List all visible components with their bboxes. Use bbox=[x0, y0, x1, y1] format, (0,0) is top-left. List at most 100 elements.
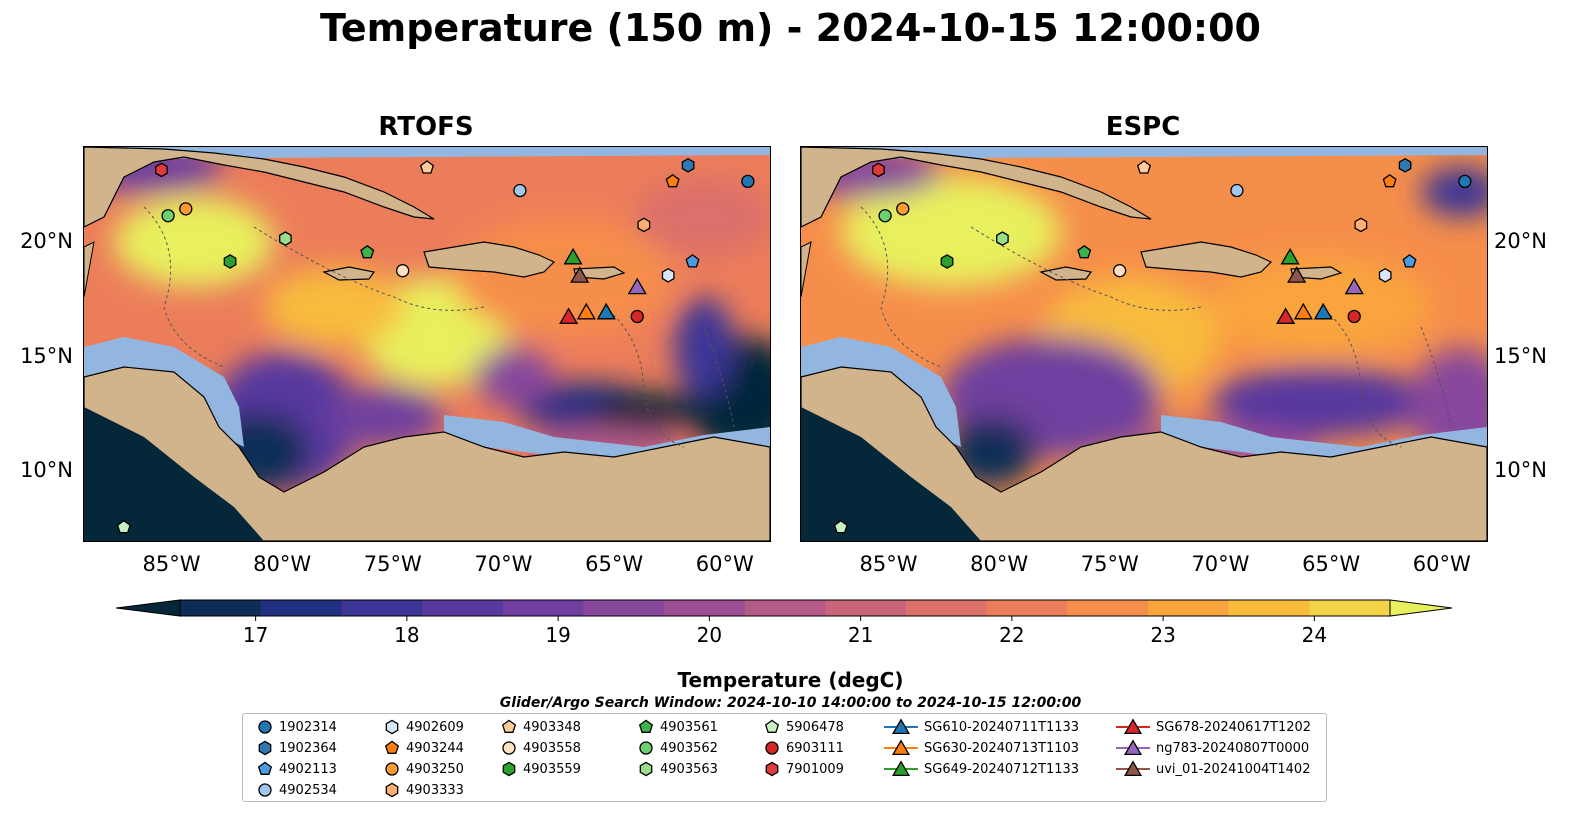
marker-4903558[interactable] bbox=[396, 264, 410, 278]
marker-5906478[interactable] bbox=[116, 519, 131, 534]
markers-layer-rtofs bbox=[116, 157, 755, 534]
legend-label: 4902609 bbox=[406, 719, 464, 735]
colorbar-cell bbox=[260, 600, 342, 616]
marker-4903250[interactable] bbox=[896, 202, 910, 216]
legend-label: 6903111 bbox=[786, 740, 844, 756]
marker-4902609[interactable] bbox=[1378, 267, 1392, 283]
map-espc bbox=[801, 147, 1487, 541]
land-south-america bbox=[84, 366, 770, 541]
legend-item: 4903561 bbox=[638, 718, 718, 736]
colorbar-cell bbox=[825, 600, 907, 616]
panel-title-espc: ESPC bbox=[1105, 112, 1181, 142]
legend-item: uvi_01-20241004T1402 bbox=[1116, 760, 1310, 778]
land-jamaica bbox=[1039, 266, 1093, 281]
marker-uvi_01-20241004T1402[interactable] bbox=[570, 266, 590, 283]
legend-item: SG678-20240617T1202 bbox=[1116, 718, 1311, 736]
marker-SG678-20240617T1202[interactable] bbox=[559, 307, 579, 324]
marker-SG630-20240713T1103[interactable] bbox=[576, 302, 596, 320]
marker-6903111[interactable] bbox=[1347, 309, 1361, 324]
marker-uvi_01-20241004T1402[interactable] bbox=[1287, 266, 1307, 283]
marker-SG630-20240713T1103[interactable] bbox=[1293, 302, 1313, 320]
marker-SG649-20240712T1133[interactable] bbox=[1280, 247, 1300, 265]
marker-4903562[interactable] bbox=[878, 209, 892, 223]
lat-tick-label: 15°N bbox=[20, 343, 73, 368]
marker-4903559[interactable] bbox=[223, 254, 237, 269]
marker-4903561[interactable] bbox=[1077, 244, 1092, 259]
marker-4903250[interactable] bbox=[179, 202, 193, 216]
marker-7901009[interactable] bbox=[872, 162, 885, 178]
marker-4903333[interactable] bbox=[1354, 217, 1368, 233]
legend-item: 4903563 bbox=[638, 760, 718, 778]
marker-SG610-20240711T1133[interactable] bbox=[596, 302, 616, 320]
legend-marker-icon bbox=[639, 741, 653, 755]
legend-label: SG678-20240617T1202 bbox=[1156, 719, 1312, 735]
marker-SG610-20240711T1133[interactable] bbox=[1313, 302, 1333, 320]
lon-tick-label: 80°W bbox=[970, 552, 1029, 576]
legend-marker-icon bbox=[384, 740, 400, 754]
lon-tick-label: 85°W bbox=[859, 552, 918, 576]
legend-item: ng783-20240807T0000 bbox=[1116, 739, 1309, 757]
marker-4903348[interactable] bbox=[1136, 160, 1152, 174]
marker-4902534[interactable] bbox=[1230, 183, 1244, 198]
lat-tick-label: 20°N bbox=[20, 229, 73, 254]
marker-1902364[interactable] bbox=[681, 157, 695, 173]
map-panel-espc[interactable] bbox=[800, 146, 1488, 542]
legend-label: 4903333 bbox=[406, 782, 464, 798]
marker-4902609[interactable] bbox=[661, 267, 675, 283]
legend-item: 1902364 bbox=[257, 739, 337, 757]
legend-marker-icon bbox=[1116, 739, 1150, 756]
land-south-america bbox=[801, 366, 1487, 541]
legend-marker-icon bbox=[258, 720, 272, 734]
marker-4903244[interactable] bbox=[665, 173, 680, 188]
colorbar-cell bbox=[583, 600, 665, 616]
colorbar-tick-label: 21 bbox=[848, 623, 873, 643]
marker-SG678-20240617T1202[interactable] bbox=[1276, 307, 1296, 324]
legend-marker-icon bbox=[257, 761, 273, 775]
legend-item: 4902534 bbox=[257, 781, 337, 799]
marker-ng783-20240807T0000[interactable] bbox=[1344, 277, 1364, 295]
legend-marker-icon bbox=[1116, 718, 1150, 735]
land-hispaniola bbox=[423, 241, 556, 278]
marker-1902314[interactable] bbox=[1458, 174, 1472, 189]
depth-contours bbox=[143, 206, 735, 448]
colorbar-cell bbox=[664, 600, 746, 616]
marker-4903563[interactable] bbox=[996, 231, 1009, 246]
marker-1902364[interactable] bbox=[1398, 157, 1412, 173]
colorbar-tick-label: 24 bbox=[1302, 623, 1327, 643]
marker-4903348[interactable] bbox=[419, 160, 435, 174]
pacific-ocean bbox=[801, 407, 981, 541]
land-yucatan bbox=[84, 241, 95, 298]
marker-4902113[interactable] bbox=[1402, 254, 1417, 268]
legend-label: 4902113 bbox=[279, 761, 337, 777]
map-rtofs bbox=[84, 147, 770, 541]
marker-4902534[interactable] bbox=[513, 183, 527, 198]
marker-4903558[interactable] bbox=[1113, 264, 1127, 278]
legend-marker-icon bbox=[765, 741, 779, 755]
marker-5906478[interactable] bbox=[833, 519, 848, 534]
legend-marker-icon bbox=[502, 761, 516, 777]
marker-4903559[interactable] bbox=[940, 254, 954, 269]
marker-1902314[interactable] bbox=[741, 174, 755, 189]
marker-4903244[interactable] bbox=[1382, 173, 1397, 188]
marker-6903111[interactable] bbox=[630, 309, 644, 324]
map-panel-rtofs[interactable] bbox=[83, 146, 771, 542]
figure-title: Temperature (150 m) - 2024-10-15 12:00:0… bbox=[319, 6, 1261, 50]
legend-label: 7901009 bbox=[786, 761, 844, 777]
marker-ng783-20240807T0000[interactable] bbox=[627, 277, 647, 295]
lon-tick-label: 70°W bbox=[474, 552, 533, 576]
land-hispaniola bbox=[1140, 241, 1273, 278]
lon-tick-label: 80°W bbox=[253, 552, 312, 576]
marker-4902113[interactable] bbox=[685, 254, 700, 268]
legend-label: 4903563 bbox=[660, 761, 718, 777]
marker-SG649-20240712T1133[interactable] bbox=[563, 247, 583, 265]
legend-label: 5906478 bbox=[786, 719, 844, 735]
marker-7901009[interactable] bbox=[155, 162, 168, 178]
marker-4903561[interactable] bbox=[360, 244, 375, 259]
legend-item: 4903562 bbox=[638, 739, 718, 757]
legend-item: 4903250 bbox=[384, 760, 464, 778]
marker-4903563[interactable] bbox=[279, 231, 292, 246]
marker-4903562[interactable] bbox=[161, 209, 175, 223]
marker-4903333[interactable] bbox=[637, 217, 651, 233]
legend-item: SG610-20240711T1133 bbox=[884, 718, 1079, 736]
legend-item: 4902113 bbox=[257, 760, 337, 778]
